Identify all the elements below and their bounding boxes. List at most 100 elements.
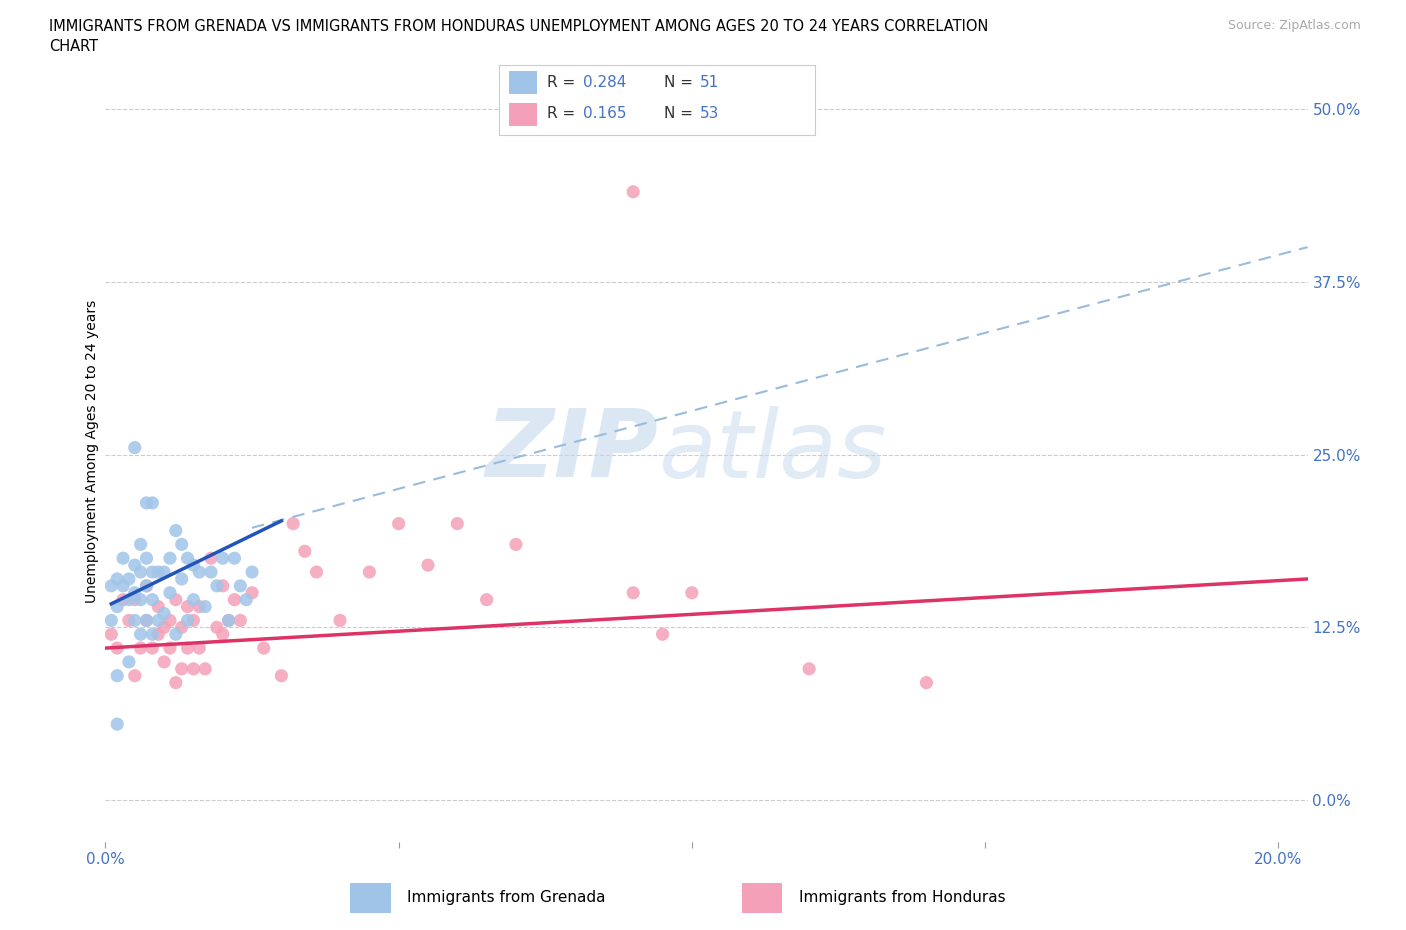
Text: atlas: atlas (658, 405, 887, 497)
Point (141, 496, 163, 511)
Point (135, 578, 157, 593)
Point (135, 578, 157, 593)
Point (124, 613, 146, 628)
Point (194, 599, 217, 614)
Point (148, 613, 170, 628)
Point (159, 641, 181, 656)
Point (188, 641, 211, 656)
Point (211, 578, 233, 593)
Point (100, 627, 122, 642)
Point (194, 661, 217, 676)
Point (100, 613, 122, 628)
Point (148, 599, 170, 614)
Point (505, 537, 527, 551)
Point (129, 565, 152, 579)
Text: IMMIGRANTS FROM GRENADA VS IMMIGRANTS FROM HONDURAS UNEMPLOYMENT AMONG AGES 20 T: IMMIGRANTS FROM GRENADA VS IMMIGRANTS FR… (49, 19, 988, 33)
Point (224, 592, 246, 607)
Point (129, 537, 152, 551)
Point (416, 558, 439, 573)
Point (200, 551, 222, 565)
Point (446, 516, 468, 531)
Bar (509, 71, 537, 95)
Point (105, 717, 128, 732)
Point (388, 516, 411, 531)
Point (218, 613, 240, 628)
Point (183, 613, 205, 628)
Point (165, 592, 187, 607)
Point (183, 661, 205, 676)
Point (135, 551, 157, 565)
Point (211, 627, 233, 642)
Bar (741, 884, 782, 912)
Point (475, 592, 498, 607)
Point (153, 620, 176, 635)
Point (176, 613, 198, 628)
Text: 0.165: 0.165 (583, 106, 627, 122)
Text: N =: N = (664, 75, 697, 90)
Text: Immigrants from Grenada: Immigrants from Grenada (408, 890, 606, 906)
Text: CHART: CHART (49, 39, 98, 54)
Text: ZIP: ZIP (485, 405, 658, 497)
Point (165, 627, 187, 642)
Point (124, 592, 146, 607)
Point (105, 669, 128, 684)
Point (141, 592, 163, 607)
Point (141, 641, 163, 656)
Text: 51: 51 (700, 75, 720, 90)
Point (211, 551, 233, 565)
Point (118, 572, 141, 587)
Point (681, 585, 703, 600)
Y-axis label: Unemployment Among Ages 20 to 24 years: Unemployment Among Ages 20 to 24 years (84, 299, 98, 603)
Point (176, 641, 198, 656)
Point (621, 184, 644, 199)
Point (124, 585, 146, 600)
Point (165, 523, 187, 538)
Point (118, 613, 141, 628)
Point (218, 613, 240, 628)
Point (129, 592, 152, 607)
Point (118, 655, 141, 670)
Point (118, 592, 141, 607)
Point (112, 592, 135, 607)
Point (100, 578, 122, 593)
Bar (350, 884, 391, 912)
Point (205, 578, 228, 593)
Point (129, 641, 152, 656)
Point (153, 655, 176, 670)
Point (153, 565, 176, 579)
Point (359, 565, 381, 579)
Point (294, 544, 316, 559)
Point (205, 620, 228, 635)
Point (112, 578, 135, 593)
Point (183, 592, 205, 607)
Point (170, 661, 193, 676)
Point (135, 613, 157, 628)
Point (329, 613, 352, 628)
Point (651, 627, 673, 642)
Point (135, 613, 157, 628)
Point (183, 558, 205, 573)
Point (200, 565, 222, 579)
Point (253, 641, 276, 656)
Point (141, 565, 163, 579)
Point (135, 496, 157, 511)
Point (105, 599, 128, 614)
Point (188, 599, 211, 614)
Point (281, 516, 304, 531)
Point (188, 565, 211, 579)
Point (229, 613, 252, 628)
Point (112, 551, 135, 565)
Point (124, 558, 146, 573)
Point (159, 551, 181, 565)
Point (153, 606, 176, 621)
Point (170, 537, 193, 551)
Point (124, 669, 146, 684)
Point (165, 675, 187, 690)
Point (621, 585, 644, 600)
Text: R =: R = (547, 106, 579, 122)
Point (170, 572, 193, 587)
Point (170, 620, 193, 635)
Point (141, 627, 163, 642)
Point (176, 599, 198, 614)
Point (176, 551, 198, 565)
